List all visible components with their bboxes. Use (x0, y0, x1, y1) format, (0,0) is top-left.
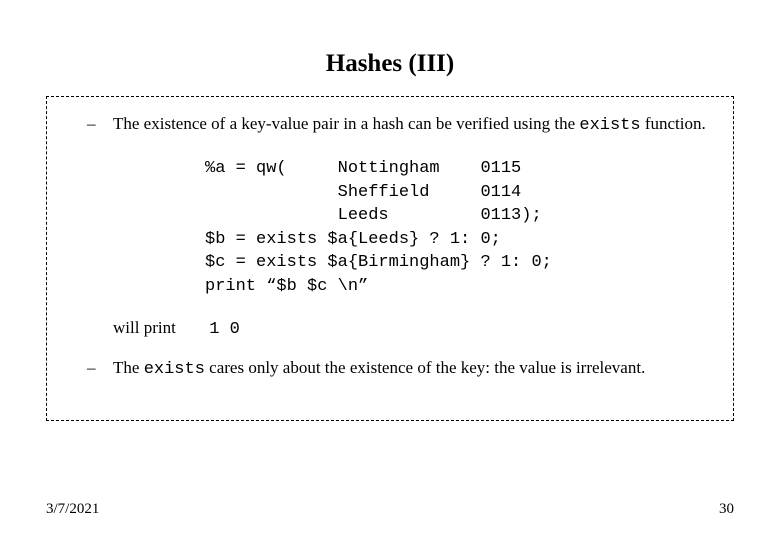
bullet-1-pre: The existence of a key-value pair in a h… (113, 114, 579, 133)
bullet-2: – The exists cares only about the existe… (69, 357, 711, 381)
bullet-text: The existence of a key-value pair in a h… (113, 113, 711, 137)
footer-date: 3/7/2021 (46, 501, 99, 518)
code-block: %a = qw( Nottingham 0115 Sheffield 0114 … (205, 157, 711, 298)
willprint-value: 1 0 (209, 320, 240, 339)
bullet-dash: – (69, 357, 113, 381)
willprint-row: will print 1 0 (113, 318, 711, 339)
bullet-text: The exists cares only about the existenc… (113, 357, 711, 381)
willprint-label: will print (113, 318, 205, 338)
footer: 3/7/2021 30 (46, 501, 734, 518)
slide-title: Hashes (III) (0, 0, 780, 96)
bullet-1-code: exists (579, 116, 640, 135)
bullet-2-post: cares only about the existence of the ke… (205, 358, 645, 377)
bullet-1-post: function. (641, 114, 706, 133)
footer-page: 30 (719, 501, 734, 518)
bullet-dash: – (69, 113, 113, 137)
content-box: – The existence of a key-value pair in a… (46, 96, 734, 421)
bullet-2-code: exists (144, 360, 205, 379)
bullet-2-pre: The (113, 358, 144, 377)
bullet-1: – The existence of a key-value pair in a… (69, 113, 711, 137)
